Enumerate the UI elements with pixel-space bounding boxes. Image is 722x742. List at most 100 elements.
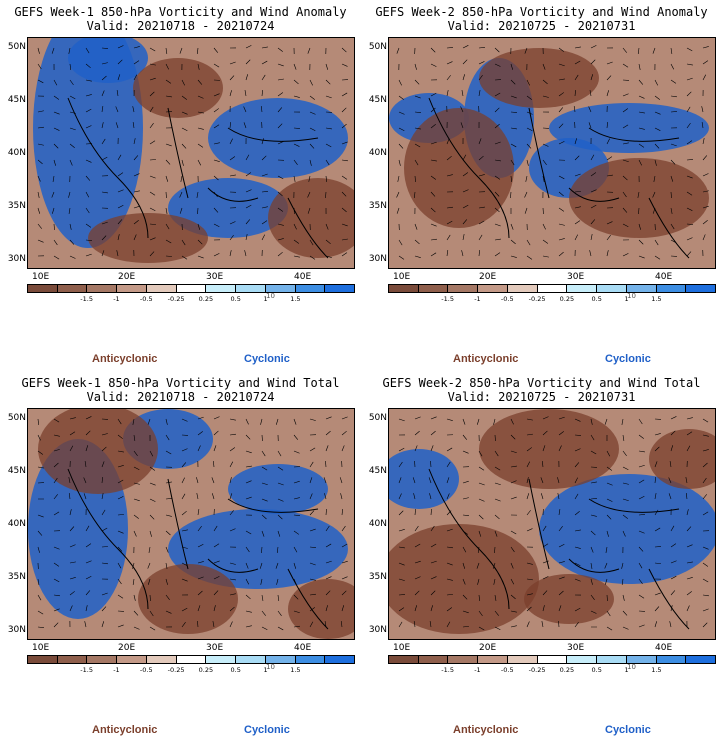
wind-arrow bbox=[558, 544, 565, 548]
wind-arrow bbox=[510, 63, 514, 70]
wind-arrow bbox=[702, 494, 707, 500]
wind-arrow bbox=[165, 95, 172, 98]
wind-arrow bbox=[622, 482, 629, 485]
coastline bbox=[428, 468, 690, 630]
wind-arrow bbox=[686, 417, 693, 420]
wind-arrow bbox=[341, 590, 347, 596]
wind-arrow bbox=[460, 122, 464, 129]
wind-arrow bbox=[83, 477, 87, 484]
wind-arrow bbox=[53, 546, 60, 550]
wind-arrow bbox=[341, 63, 348, 67]
wind-arrow bbox=[51, 191, 55, 198]
wind-arrow bbox=[325, 460, 327, 468]
wind-arrow bbox=[606, 482, 613, 486]
wind-arrow bbox=[621, 562, 624, 569]
wind-arrow bbox=[85, 191, 90, 198]
vorticity-map bbox=[27, 37, 355, 269]
wind-arrow bbox=[654, 446, 660, 452]
wind-arrow bbox=[446, 234, 451, 241]
wind-arrow bbox=[702, 173, 709, 177]
wind-arrow bbox=[229, 122, 231, 129]
wind-arrow bbox=[526, 528, 533, 532]
lon-label: 10E bbox=[393, 643, 411, 653]
wind-arrow bbox=[213, 175, 219, 181]
wind-arrow bbox=[494, 610, 499, 616]
wind-arrow bbox=[414, 543, 421, 548]
wind-arrow bbox=[510, 496, 517, 500]
wind-arrow bbox=[702, 74, 707, 81]
colorbar-swatch bbox=[325, 656, 355, 663]
wind-arrow bbox=[590, 514, 597, 517]
wind-arrow bbox=[196, 191, 199, 198]
wind-arrow bbox=[590, 154, 595, 161]
colorbar-tick-label: 0.25 bbox=[198, 295, 214, 303]
legend-cyclonic: Cyclonic bbox=[244, 353, 290, 365]
wind-arrow bbox=[53, 95, 60, 100]
colorbar-swatch bbox=[28, 656, 58, 663]
wind-arrow bbox=[446, 461, 451, 468]
wind-arrow bbox=[229, 156, 236, 161]
wind-arrow bbox=[147, 562, 151, 569]
wind-arrow bbox=[590, 578, 593, 585]
wind-arrow bbox=[478, 514, 484, 520]
wind-arrow bbox=[117, 45, 124, 49]
wind-arrow bbox=[525, 175, 528, 182]
wind-arrow bbox=[542, 239, 549, 244]
wind-arrow bbox=[398, 578, 405, 581]
wind-arrow bbox=[181, 607, 188, 612]
colorbar-tick-label: 1.5 bbox=[290, 666, 301, 674]
wind-arrow bbox=[165, 159, 171, 165]
wind-arrow bbox=[133, 74, 138, 81]
wind-arrow bbox=[37, 47, 40, 54]
wind-arrow bbox=[229, 418, 236, 421]
wind-arrow bbox=[341, 223, 348, 227]
wind-arrow bbox=[414, 239, 420, 245]
wind-arrow bbox=[670, 47, 673, 54]
lat-label: 45N bbox=[7, 95, 26, 105]
wind-arrow bbox=[37, 143, 44, 146]
wind-arrow bbox=[526, 95, 532, 100]
wind-arrow bbox=[574, 607, 581, 612]
wind-arrow bbox=[341, 141, 348, 145]
colorbar-swatch bbox=[597, 656, 627, 663]
wind-arrow bbox=[325, 416, 332, 420]
wind-arrow bbox=[494, 482, 501, 486]
wind-arrow bbox=[85, 416, 92, 420]
wind-arrow bbox=[341, 252, 348, 257]
wind-arrow bbox=[261, 173, 268, 177]
wind-arrow bbox=[446, 206, 453, 209]
wind-arrow bbox=[622, 530, 626, 537]
wind-arrow bbox=[53, 434, 60, 437]
wind-arrow bbox=[670, 143, 677, 147]
wind-arrow bbox=[325, 239, 331, 245]
wind-arrow bbox=[542, 223, 546, 230]
wind-arrow bbox=[413, 493, 416, 500]
wind-arrow bbox=[197, 561, 204, 564]
wind-arrow bbox=[558, 238, 565, 241]
wind-arrow bbox=[53, 462, 59, 468]
wind-arrow bbox=[510, 191, 512, 199]
wind-arrow bbox=[574, 562, 581, 567]
wind-arrow bbox=[446, 593, 453, 596]
wind-arrow bbox=[148, 578, 151, 585]
wind-arrow bbox=[670, 63, 675, 70]
wind-arrow bbox=[229, 593, 236, 596]
colorbar-tick-label: 1 bbox=[263, 666, 268, 674]
wind-arrow bbox=[117, 465, 124, 468]
wind-arrow bbox=[702, 434, 709, 437]
wind-arrow bbox=[245, 480, 252, 484]
wind-arrow bbox=[245, 234, 248, 241]
wind-arrow bbox=[179, 191, 183, 198]
wind-arrow bbox=[213, 93, 220, 97]
wind-arrow bbox=[69, 95, 76, 100]
wind-arrow bbox=[686, 175, 693, 179]
wind-arrow bbox=[590, 481, 597, 484]
wind-arrow bbox=[117, 594, 124, 599]
wind-arrow bbox=[261, 594, 264, 601]
wind-arrow bbox=[590, 562, 593, 569]
wind-arrow bbox=[494, 498, 501, 502]
wind-arrow bbox=[197, 416, 204, 420]
wind-arrow bbox=[197, 127, 204, 130]
wind-arrow bbox=[165, 63, 169, 70]
lat-label: 45N bbox=[368, 466, 387, 476]
